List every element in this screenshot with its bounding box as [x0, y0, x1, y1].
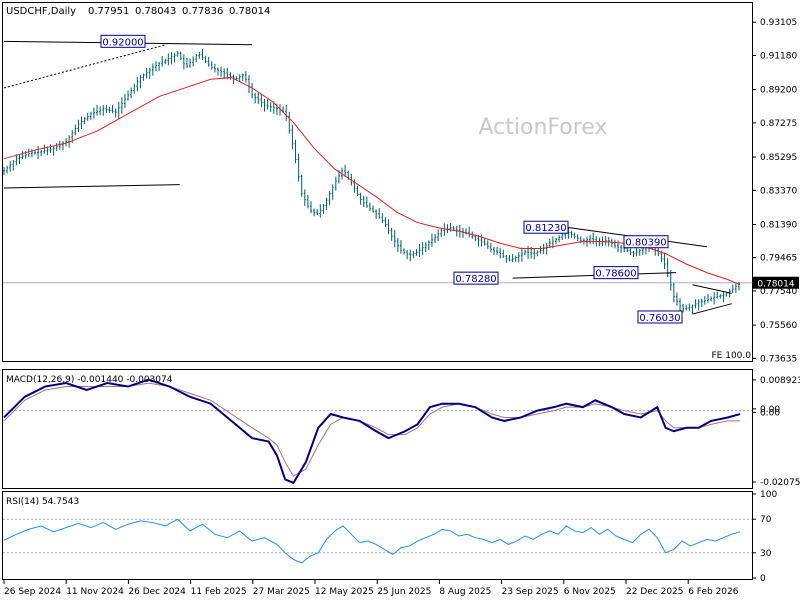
date-axis-label: 22 Dec 2025 [626, 587, 684, 597]
price-axis-label: 0.73635 [760, 354, 797, 364]
high-value: 0.78043 [135, 6, 176, 17]
price-axis-label: 0.87275 [760, 119, 797, 129]
level-label-box [593, 266, 639, 280]
moving-average-line [3, 77, 741, 286]
trendline [692, 303, 732, 315]
macd-axis-label: 0.00 [760, 405, 780, 415]
rsi-axis-label: 70 [760, 515, 772, 525]
date-axis-label: 26 Sep 2024 [4, 587, 61, 597]
rsi-panel-frame [2, 491, 753, 580]
level-label-text: 0.92000 [102, 37, 143, 48]
trendline [692, 284, 732, 294]
axes-layer: 0.93105 0.91180 0.89200 0.87275 0.85295 0.833… [3, 18, 800, 597]
price-axis-label: 0.81390 [760, 220, 797, 230]
fe-label: FE 100.0 [712, 351, 752, 361]
macd-axis-label: -0.020759 [760, 478, 800, 488]
main-panel-frame [2, 2, 753, 362]
level-label-box [637, 310, 683, 324]
macd-label: MACD(12,26,9) -0.001440 -0.003074 [6, 375, 173, 385]
level-label-text: 0.78600 [595, 269, 636, 280]
watermark: ActionForex [479, 115, 608, 140]
price-axis-label: 0.77540 [760, 287, 797, 297]
level-label-text: 0.76030 [639, 313, 680, 324]
price-axis-label: 0.89200 [760, 86, 797, 96]
date-axis-label: 8 Aug 2025 [439, 587, 491, 597]
current-price-badge [753, 276, 799, 289]
level-label: 0.80390 [623, 235, 669, 249]
date-axis-label: 6 Feb 2026 [688, 587, 739, 597]
current-price-label: 0.78014 [757, 280, 794, 290]
level-label-text: 0.78280 [455, 274, 496, 285]
macd-axis-label: 0.008923 [760, 376, 800, 386]
main-series-layer: 0.92000 0.81230 0.80390 0.78280 0.78600 0.760… [3, 34, 752, 324]
level-label-box [623, 235, 669, 249]
date-axis-label: 26 Dec 2024 [128, 587, 186, 597]
level-label: 0.92000 [100, 34, 146, 48]
rsi-axis-label: 0 [760, 574, 766, 584]
price-axis-label: 0.91180 [760, 51, 797, 61]
close-value: 0.78014 [229, 6, 270, 17]
open-value: 0.77951 [88, 6, 129, 17]
level-label-text: 0.81230 [525, 223, 566, 234]
level-label: 0.78600 [593, 266, 639, 280]
price-axis-label: 0.85295 [760, 153, 797, 163]
rsi-series-layer [3, 518, 752, 564]
rsi-label: RSI(14) 54.7543 [6, 497, 79, 507]
date-axis-label: 27 Mar 2025 [253, 587, 310, 597]
level-label-box [100, 34, 146, 48]
rsi-axis-label: 30 [760, 549, 772, 559]
price-axis-label: 0.79465 [760, 254, 797, 264]
level-label: 0.78280 [453, 271, 499, 285]
level-label: 0.76030 [637, 310, 683, 324]
price-axis-label: 0.75560 [760, 321, 797, 331]
dashed-trendline [3, 44, 166, 89]
price-axis-label: 0.93105 [760, 18, 797, 28]
rsi-line [3, 518, 741, 564]
symbol-label: USDCHF,Daily [6, 6, 76, 17]
date-axis-label: 23 Sep 2025 [502, 587, 559, 597]
rsi-axis-label: 100 [760, 490, 777, 500]
level-label-box [453, 271, 499, 285]
price-axis-label: 0.83370 [760, 186, 797, 196]
macd-panel-frame [2, 369, 753, 489]
level-label-box [523, 220, 569, 234]
date-axis-label: 12 May 2025 [315, 587, 374, 597]
level-label: 0.81230 [523, 220, 569, 234]
date-axis-label: 6 Nov 2025 [564, 587, 616, 597]
date-axis-label: 25 Jun 2025 [377, 587, 431, 597]
level-label-text: 0.80390 [625, 238, 666, 249]
trendline [3, 184, 180, 189]
date-axis-label: 11 Feb 2025 [191, 587, 247, 597]
macd-line [3, 378, 741, 485]
macd-series-layer [3, 378, 752, 485]
macd-axis-label: 0.00 [760, 408, 780, 418]
low-value: 0.77836 [182, 6, 223, 17]
date-axis-label: 11 Nov 2024 [66, 587, 124, 597]
